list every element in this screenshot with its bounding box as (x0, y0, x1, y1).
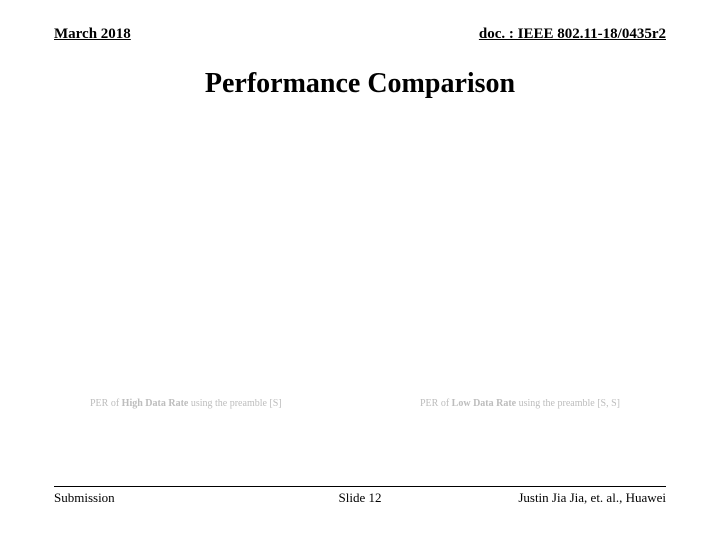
header-doc: doc. : IEEE 802.11-18/0435r2 (479, 26, 666, 43)
caption-left: PER of High Data Rate using the preamble… (90, 398, 282, 409)
header-date: March 2018 (54, 26, 131, 43)
caption-right-pre: PER of (420, 398, 452, 409)
caption-left-pre: PER of (90, 398, 122, 409)
caption-right-post: using the preamble [S, S] (516, 398, 620, 409)
header-row: March 2018 doc. : IEEE 802.11-18/0435r2 (54, 26, 666, 43)
caption-right-bold: Low Data Rate (452, 398, 516, 409)
caption-left-post: using the preamble [S] (188, 398, 281, 409)
footer-center: Slide 12 (0, 490, 720, 506)
caption-right: PER of Low Data Rate using the preamble … (420, 398, 620, 409)
footer-rule (54, 486, 666, 487)
slide: March 2018 doc. : IEEE 802.11-18/0435r2 … (0, 0, 720, 540)
slide-title: Performance Comparison (0, 68, 720, 100)
caption-left-bold: High Data Rate (122, 398, 189, 409)
